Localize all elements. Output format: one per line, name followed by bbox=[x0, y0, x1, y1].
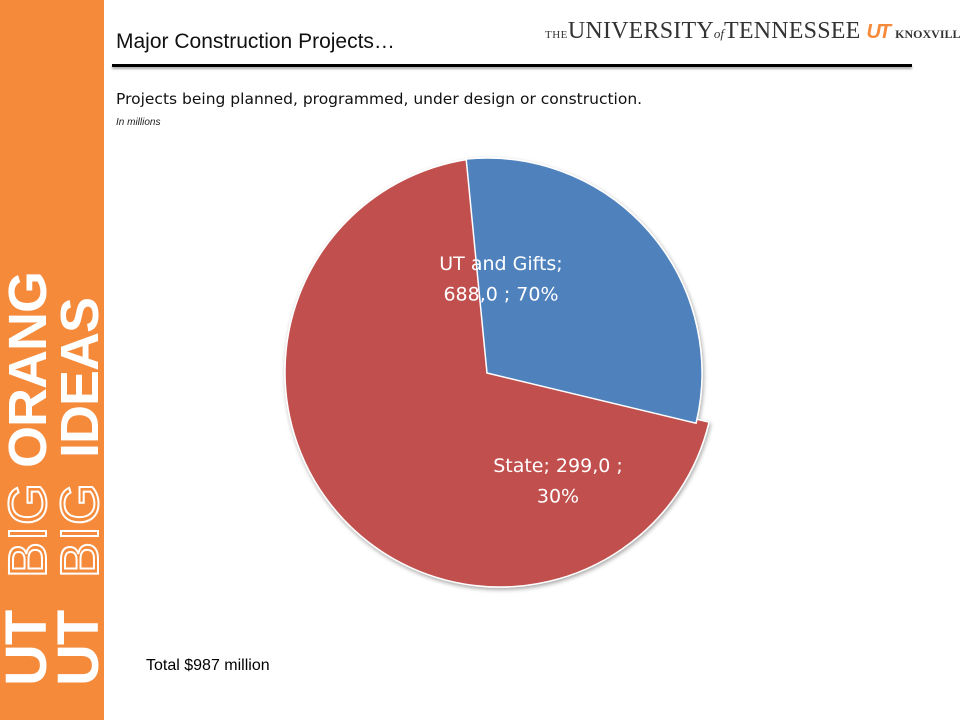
pie-labels: UT and Gifts; 688,0 ; 70% State; 299,0 ; 30… bbox=[439, 253, 623, 507]
ut-mark-icon: UT bbox=[866, 21, 891, 43]
svg-text:BIG: BIG bbox=[50, 482, 104, 578]
chart-subtitle: Projects being planned, programmed, unde… bbox=[116, 90, 643, 108]
svg-text:IDEAS: IDEAS bbox=[50, 298, 104, 458]
units-note: In millions bbox=[116, 117, 161, 128]
svg-text:BIG: BIG bbox=[0, 482, 58, 578]
svg-text:UT: UT bbox=[46, 610, 104, 686]
pie-slice-state bbox=[465, 157, 703, 425]
title-divider bbox=[112, 64, 912, 67]
logo-knoxville: KNOXVILLE bbox=[895, 27, 960, 41]
total-label: Total $987 million bbox=[146, 657, 270, 674]
brand-sidebar: UT BIG ORANGE UT BIG IDEAS bbox=[0, 0, 104, 720]
logo-of: of bbox=[713, 26, 725, 41]
data-label-ut-and-gifts: UT and Gifts; 688,0 ; 70% bbox=[439, 253, 562, 305]
logo-tennessee: TENNESSEE bbox=[724, 18, 861, 44]
svg-text:UT: UT bbox=[0, 610, 59, 686]
slide-title: Major Construction Projects… bbox=[116, 30, 395, 53]
big-orange-big-ideas-logo: UT BIG ORANGE UT BIG IDEAS bbox=[0, 270, 104, 686]
logo-the: THE bbox=[545, 29, 568, 41]
logo-university: UNIVERSITY bbox=[567, 18, 714, 44]
data-label-state: State; 299,0 ; 30% bbox=[493, 455, 623, 507]
pie-slices bbox=[284, 157, 710, 588]
pie-chart: UT and Gifts; 688,0 ; 70% State; 299,0 ; 30… bbox=[284, 157, 710, 588]
svg-text:ORANGE: ORANGE bbox=[0, 270, 58, 468]
